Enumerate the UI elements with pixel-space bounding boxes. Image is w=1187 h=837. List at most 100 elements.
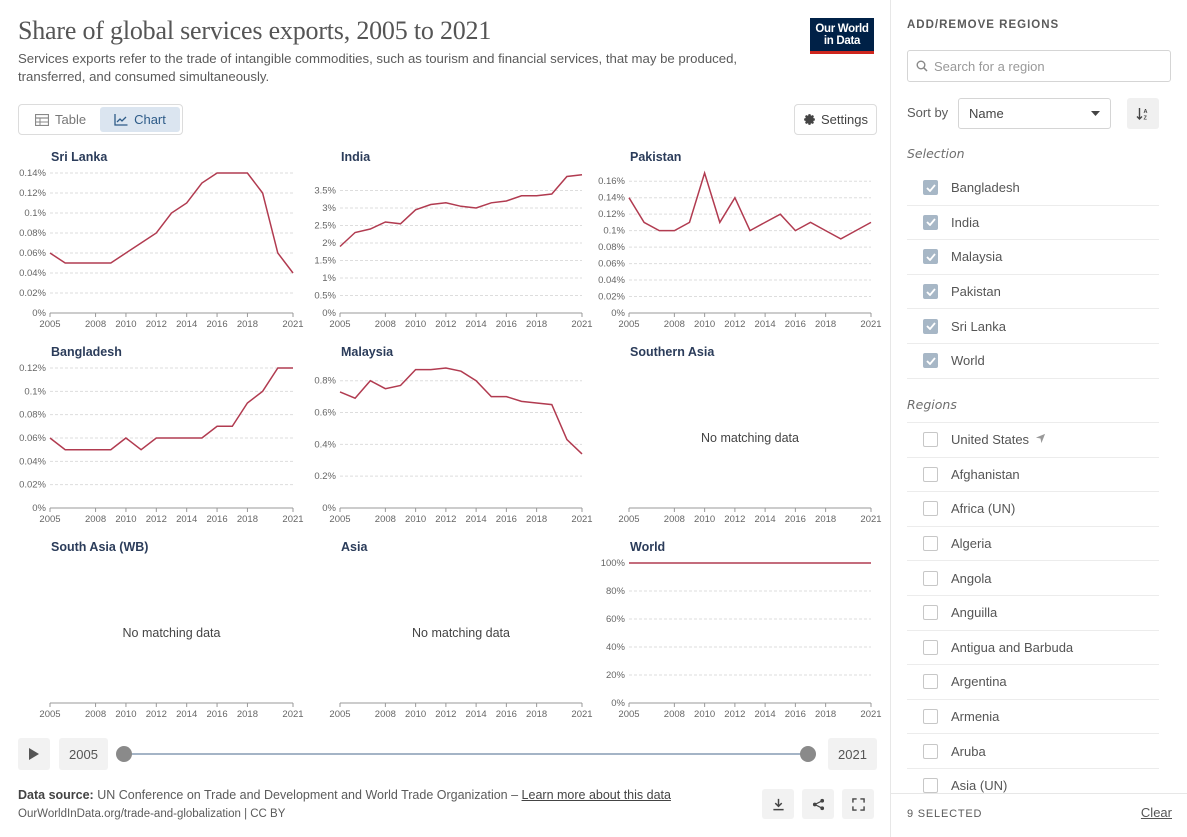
x-tick-label: 2012 bbox=[146, 709, 167, 720]
check-icon bbox=[925, 357, 936, 365]
x-tick-label: 2012 bbox=[724, 514, 745, 525]
x-tick-label: 2018 bbox=[526, 709, 547, 720]
all-regions-list: United States Afghanistan Africa (UN) Alger… bbox=[907, 422, 1159, 793]
main-panel: Share of global services exports, 2005 t… bbox=[18, 16, 882, 824]
region-item[interactable]: Bangladesh bbox=[907, 171, 1159, 206]
region-item[interactable]: Aruba bbox=[907, 734, 1159, 769]
checkbox-checked[interactable] bbox=[923, 214, 938, 230]
checkbox[interactable] bbox=[923, 501, 938, 517]
checkbox[interactable] bbox=[923, 536, 938, 552]
region-label: Aruba bbox=[951, 743, 986, 759]
x-tick-label: 2021 bbox=[571, 319, 592, 330]
selected-count: 9 SELECTED bbox=[907, 808, 983, 820]
region-label: World bbox=[951, 353, 985, 369]
region-item[interactable]: World bbox=[907, 344, 1159, 379]
checkbox[interactable] bbox=[923, 466, 938, 482]
x-tick-label: 2012 bbox=[724, 319, 745, 330]
regions-scroll-area[interactable]: United States Afghanistan Africa (UN) Alger… bbox=[891, 422, 1171, 793]
checkbox-checked[interactable] bbox=[923, 318, 938, 334]
region-item[interactable]: Pakistan bbox=[907, 275, 1159, 310]
y-tick-label: 0.12% bbox=[19, 363, 46, 374]
region-search-input[interactable]: Search for a region bbox=[907, 50, 1171, 82]
region-item[interactable]: Sri Lanka bbox=[907, 309, 1159, 344]
y-tick-label: 40% bbox=[606, 642, 626, 653]
sort-value: Name bbox=[969, 106, 1004, 121]
checkbox[interactable] bbox=[923, 674, 938, 690]
fullscreen-button[interactable] bbox=[842, 789, 874, 819]
check-icon bbox=[925, 184, 936, 192]
check-icon bbox=[925, 218, 936, 227]
play-icon bbox=[29, 748, 39, 760]
x-tick-label: 2021 bbox=[860, 514, 881, 525]
y-tick-label: 0.16% bbox=[598, 176, 625, 187]
y-tick-label: 0.02% bbox=[19, 480, 46, 491]
page-subtitle: Services exports refer to the trade of i… bbox=[18, 51, 738, 84]
x-tick-label: 2018 bbox=[237, 319, 258, 330]
x-tick-label: 2005 bbox=[618, 514, 639, 525]
tab-chart[interactable]: Chart bbox=[100, 107, 180, 132]
checkbox[interactable] bbox=[923, 432, 938, 448]
y-tick-label: 3% bbox=[322, 203, 336, 214]
sort-label: Sort by bbox=[907, 105, 949, 120]
checkbox[interactable] bbox=[923, 778, 938, 793]
y-tick-label: 0% bbox=[32, 308, 46, 319]
region-label: India bbox=[951, 214, 980, 230]
share-button[interactable] bbox=[802, 789, 834, 819]
x-tick-label: 2008 bbox=[664, 319, 685, 330]
timeline-track[interactable] bbox=[124, 753, 808, 755]
sort-order-button[interactable]: A Z bbox=[1127, 98, 1159, 129]
checkbox[interactable] bbox=[923, 570, 938, 586]
region-label: Afghanistan bbox=[951, 466, 1020, 482]
download-button[interactable] bbox=[762, 789, 794, 819]
region-item[interactable]: Algeria bbox=[907, 527, 1159, 562]
learn-more-link[interactable]: Learn more about this data bbox=[521, 788, 671, 802]
checkbox-checked[interactable] bbox=[923, 353, 938, 369]
region-item[interactable]: Africa (UN) bbox=[907, 492, 1159, 527]
region-item[interactable]: Anguilla bbox=[907, 596, 1159, 631]
play-button[interactable] bbox=[18, 738, 50, 770]
settings-button[interactable]: Settings bbox=[794, 104, 877, 135]
tab-chart-label: Chart bbox=[134, 112, 166, 127]
clear-button[interactable]: Clear bbox=[1140, 805, 1172, 820]
region-item[interactable]: Antigua and Barbuda bbox=[907, 631, 1159, 666]
timeline-start-handle[interactable] bbox=[116, 746, 132, 762]
x-tick-label: 2008 bbox=[664, 709, 685, 720]
checkbox-checked[interactable] bbox=[923, 249, 938, 265]
checkbox[interactable] bbox=[923, 639, 938, 655]
region-item[interactable]: Afghanistan bbox=[907, 458, 1159, 493]
checkbox[interactable] bbox=[923, 605, 938, 621]
tab-table[interactable]: Table bbox=[21, 107, 100, 132]
region-item[interactable]: Angola bbox=[907, 561, 1159, 596]
checkbox[interactable] bbox=[923, 743, 938, 759]
x-tick-label: 2016 bbox=[785, 514, 806, 525]
checkbox-checked[interactable] bbox=[923, 284, 938, 300]
panel-title: Malaysia bbox=[341, 345, 394, 359]
y-tick-label: 2.5% bbox=[314, 221, 336, 232]
region-item[interactable]: Malaysia bbox=[907, 240, 1159, 275]
region-label: Sri Lanka bbox=[951, 318, 1006, 334]
series-line bbox=[49, 172, 294, 274]
region-item[interactable]: India bbox=[907, 206, 1159, 241]
region-item[interactable]: Argentina bbox=[907, 665, 1159, 700]
no-data-message: No matching data bbox=[412, 626, 510, 640]
series-line bbox=[49, 367, 293, 451]
region-item[interactable]: Armenia bbox=[907, 700, 1159, 735]
checkbox[interactable] bbox=[923, 709, 938, 725]
region-label: Antigua and Barbuda bbox=[951, 639, 1074, 655]
y-tick-label: 0% bbox=[322, 503, 336, 514]
checkbox-checked[interactable] bbox=[923, 180, 938, 196]
y-tick-label: 1.5% bbox=[314, 256, 336, 267]
timeline-end-handle[interactable] bbox=[800, 746, 816, 762]
x-tick-label: 2008 bbox=[375, 709, 396, 720]
sort-select[interactable]: Name bbox=[958, 98, 1111, 129]
y-tick-label: 0.1% bbox=[24, 208, 46, 219]
x-tick-label: 2005 bbox=[618, 709, 639, 720]
x-tick-label: 2005 bbox=[618, 319, 639, 330]
region-item[interactable]: United States bbox=[907, 423, 1159, 458]
x-tick-label: 2012 bbox=[146, 319, 167, 330]
y-tick-label: 0.5% bbox=[314, 291, 336, 302]
region-item[interactable]: Asia (UN) bbox=[907, 769, 1159, 793]
y-tick-label: 0.14% bbox=[598, 193, 625, 204]
owid-logo[interactable]: Our World in Data bbox=[810, 18, 874, 54]
footer: Data source: UN Conference on Trade and … bbox=[18, 786, 671, 824]
